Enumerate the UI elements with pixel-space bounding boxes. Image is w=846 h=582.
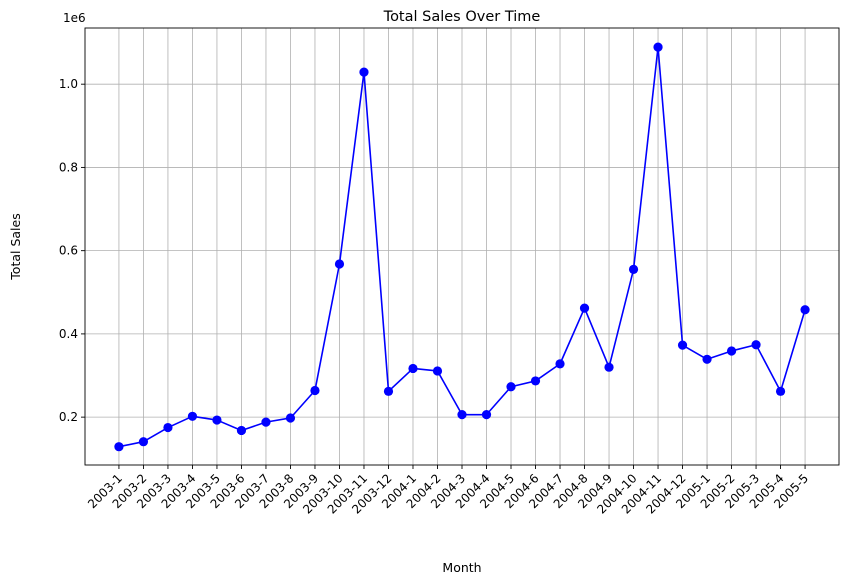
data-point bbox=[383, 386, 394, 396]
data-point bbox=[310, 385, 320, 396]
data-point bbox=[359, 67, 369, 77]
data-point bbox=[138, 437, 149, 447]
data-point bbox=[628, 264, 639, 274]
series-layer bbox=[114, 42, 810, 452]
grid bbox=[85, 28, 839, 465]
y-tick-label: 0.6 bbox=[59, 244, 78, 258]
data-point bbox=[555, 359, 565, 369]
y-tick-label: 0.2 bbox=[59, 410, 78, 424]
data-point bbox=[334, 259, 345, 269]
x-axis-label: Month bbox=[442, 560, 481, 575]
y-tick-label: 1.0 bbox=[59, 77, 78, 91]
data-point bbox=[212, 415, 222, 425]
data-point bbox=[726, 346, 737, 356]
data-point bbox=[751, 340, 761, 350]
data-point bbox=[702, 354, 712, 364]
data-point bbox=[187, 411, 198, 421]
data-point bbox=[236, 425, 247, 436]
data-point bbox=[481, 410, 492, 420]
data-point bbox=[677, 340, 688, 350]
y-tick-label: 0.8 bbox=[59, 160, 78, 174]
data-point bbox=[604, 362, 614, 372]
axis-ticks: 2003-12003-22003-32003-42003-52003-62003… bbox=[59, 77, 811, 516]
data-point bbox=[432, 366, 443, 376]
data-point bbox=[800, 305, 810, 315]
y-tick-label: 0.4 bbox=[59, 327, 78, 341]
data-point bbox=[775, 386, 786, 396]
data-point bbox=[506, 382, 516, 392]
plot-frame bbox=[84, 27, 840, 466]
data-point bbox=[530, 376, 541, 386]
data-point bbox=[261, 417, 271, 427]
data-point bbox=[285, 413, 296, 423]
chart-title: Total Sales Over Time bbox=[383, 9, 541, 25]
data-point bbox=[579, 303, 590, 313]
y-offset-label: 1e6 bbox=[63, 11, 86, 25]
data-point bbox=[408, 363, 418, 374]
data-point bbox=[114, 442, 124, 452]
data-point bbox=[457, 410, 467, 420]
y-axis-label: Total Sales bbox=[8, 213, 23, 280]
data-point bbox=[653, 42, 663, 52]
data-point bbox=[163, 422, 173, 433]
